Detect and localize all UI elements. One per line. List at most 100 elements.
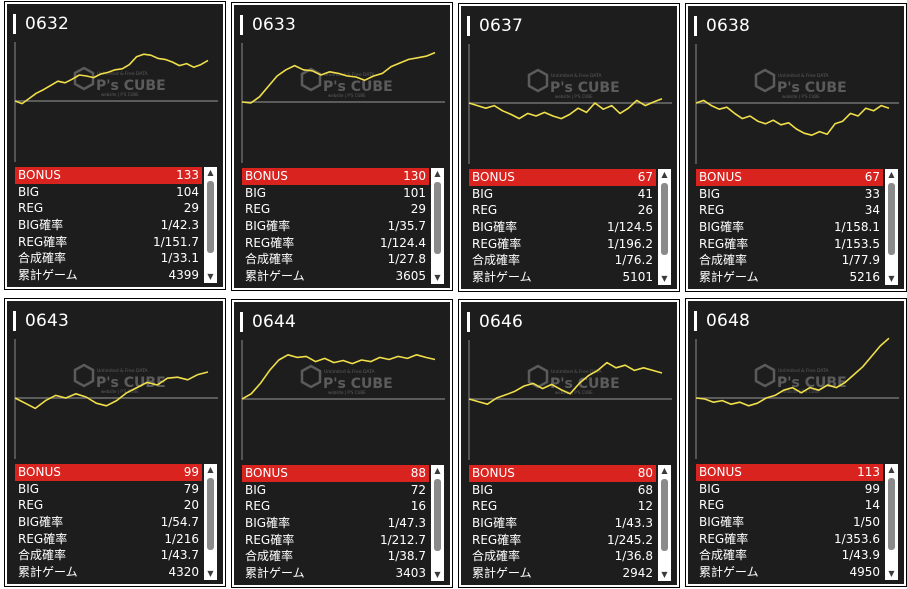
bonus-label: BONUS: [472, 170, 515, 184]
total-games-value: 3403: [395, 566, 426, 581]
stats-table: BONUS 130 BIG 101 REG 29 BIG確率 1/35.7 REG確率 1…: [242, 168, 429, 285]
stats-scrollbar[interactable]: ▲ ▼: [658, 169, 671, 285]
card-header: 0632: [13, 10, 213, 40]
scroll-up-icon[interactable]: ▲: [888, 465, 895, 474]
scroll-up-icon[interactable]: ▲: [207, 465, 214, 474]
reg-label: REG: [245, 499, 271, 514]
scroll-up-icon[interactable]: ▲: [434, 466, 441, 475]
reg-rate-row: REG確率 1/151.7: [15, 234, 202, 251]
reg-value: 20: [183, 498, 199, 513]
reg-label: REG: [472, 499, 498, 514]
machine-card: 0637 P's CUBE Unlimited & Free DATA websit…: [458, 3, 680, 292]
combined-rate-row: 合成確率 1/38.7: [242, 548, 429, 565]
combined-rate-row: 合成確率 1/27.8: [242, 251, 429, 268]
reg-rate-value: 1/245.2: [606, 532, 653, 547]
stats-scrollbar[interactable]: ▲ ▼: [431, 168, 444, 284]
scroll-thumb[interactable]: [661, 183, 668, 255]
watermark-tagline: Unlimited & Free DATA: [97, 368, 149, 374]
scroll-down-icon[interactable]: ▼: [434, 570, 441, 579]
bonus-value: 113: [857, 465, 880, 479]
stats-scrollbar[interactable]: ▲ ▼: [885, 464, 898, 580]
scroll-down-icon[interactable]: ▼: [207, 272, 214, 281]
reg-rate-label: REG確率: [472, 532, 522, 547]
scroll-down-icon[interactable]: ▼: [888, 274, 895, 283]
cube-logo-icon: [300, 67, 322, 92]
reg-label: REG: [245, 202, 271, 217]
scroll-down-icon[interactable]: ▼: [434, 273, 441, 282]
big-rate-row: BIG確率 1/54.7: [15, 514, 202, 531]
cube-logo-icon: [527, 364, 549, 389]
bonus-label: BONUS: [18, 465, 61, 479]
reg-rate-label: REG確率: [245, 532, 295, 547]
bonus-row: BONUS 113: [696, 464, 883, 481]
machine-number: 0644: [252, 312, 297, 332]
reg-rate-label: REG確率: [245, 235, 295, 250]
big-value: 72: [410, 482, 426, 497]
reg-rate-label: REG確率: [18, 531, 68, 546]
scroll-up-icon[interactable]: ▲: [434, 169, 441, 178]
combined-rate-row: 合成確率 1/76.2: [469, 252, 656, 269]
bonus-value: 88: [410, 466, 426, 480]
machine-number: 0638: [706, 16, 751, 36]
big-row: BIG 33: [696, 186, 883, 203]
big-value: 79: [183, 481, 199, 496]
stats-scrollbar[interactable]: ▲ ▼: [204, 464, 217, 580]
scroll-thumb[interactable]: [207, 478, 214, 550]
big-value: 101: [403, 185, 426, 200]
watermark-brand: P's CUBE: [777, 375, 847, 391]
reg-label: REG: [699, 203, 725, 218]
scroll-thumb[interactable]: [888, 478, 895, 550]
series-line: [14, 371, 209, 410]
total-games-label: 累計ゲーム: [18, 268, 78, 283]
stats-table: BONUS 80 BIG 68 REG 12 BIG確率 1/43.3 REG確率 1/2…: [469, 465, 656, 582]
scroll-up-icon[interactable]: ▲: [888, 170, 895, 179]
stats-scrollbar[interactable]: ▲ ▼: [204, 167, 217, 283]
stats-scrollbar[interactable]: ▲ ▼: [431, 465, 444, 581]
big-label: BIG: [245, 482, 267, 497]
scroll-thumb[interactable]: [207, 181, 214, 253]
machine-number: 0643: [25, 311, 70, 331]
combined-rate-value: 1/76.2: [614, 253, 653, 268]
big-label: BIG: [472, 186, 494, 201]
big-rate-row: BIG確率 1/43.3: [469, 515, 656, 532]
series-line: [241, 51, 436, 104]
combined-rate-label: 合成確率: [18, 251, 67, 266]
scroll-thumb[interactable]: [434, 182, 441, 254]
machine-number: 0646: [479, 312, 524, 332]
big-label: BIG: [472, 482, 494, 497]
stats-scrollbar[interactable]: ▲ ▼: [885, 169, 898, 285]
machine-card: 0646 P's CUBE Unlimited & Free DATA websit…: [458, 299, 680, 588]
big-row: BIG 72: [242, 482, 429, 499]
cube-logo-icon: [73, 66, 95, 91]
stats-scrollbar[interactable]: ▲ ▼: [658, 465, 671, 581]
machine-card: 0633 P's CUBE Unlimited & Free DATA websit…: [231, 2, 453, 291]
scroll-down-icon[interactable]: ▼: [207, 569, 214, 578]
big-rate-label: BIG確率: [245, 516, 291, 531]
big-rate-value: 1/158.1: [833, 220, 880, 235]
scroll-thumb[interactable]: [661, 479, 668, 551]
scroll-down-icon[interactable]: ▼: [888, 569, 895, 578]
scroll-up-icon[interactable]: ▲: [661, 466, 668, 475]
scroll-thumb[interactable]: [434, 479, 441, 551]
scroll-up-icon[interactable]: ▲: [661, 170, 668, 179]
scroll-down-icon[interactable]: ▼: [661, 570, 668, 579]
reg-row: REG 29: [15, 200, 202, 217]
reg-rate-row: REG確率 1/153.5: [696, 236, 883, 253]
bonus-value: 80: [637, 466, 653, 480]
big-rate-label: BIG確率: [18, 515, 64, 530]
bonus-label: BONUS: [472, 466, 515, 480]
total-games-value: 3605: [395, 269, 426, 284]
scroll-up-icon[interactable]: ▲: [207, 168, 214, 177]
total-games-value: 4950: [849, 565, 880, 580]
reg-value: 29: [410, 202, 426, 217]
scroll-down-icon[interactable]: ▼: [661, 274, 668, 283]
scroll-thumb[interactable]: [888, 183, 895, 255]
total-games-value: 5216: [849, 270, 880, 285]
combined-rate-label: 合成確率: [699, 253, 748, 268]
reg-rate-row: REG確率 1/212.7: [242, 532, 429, 549]
